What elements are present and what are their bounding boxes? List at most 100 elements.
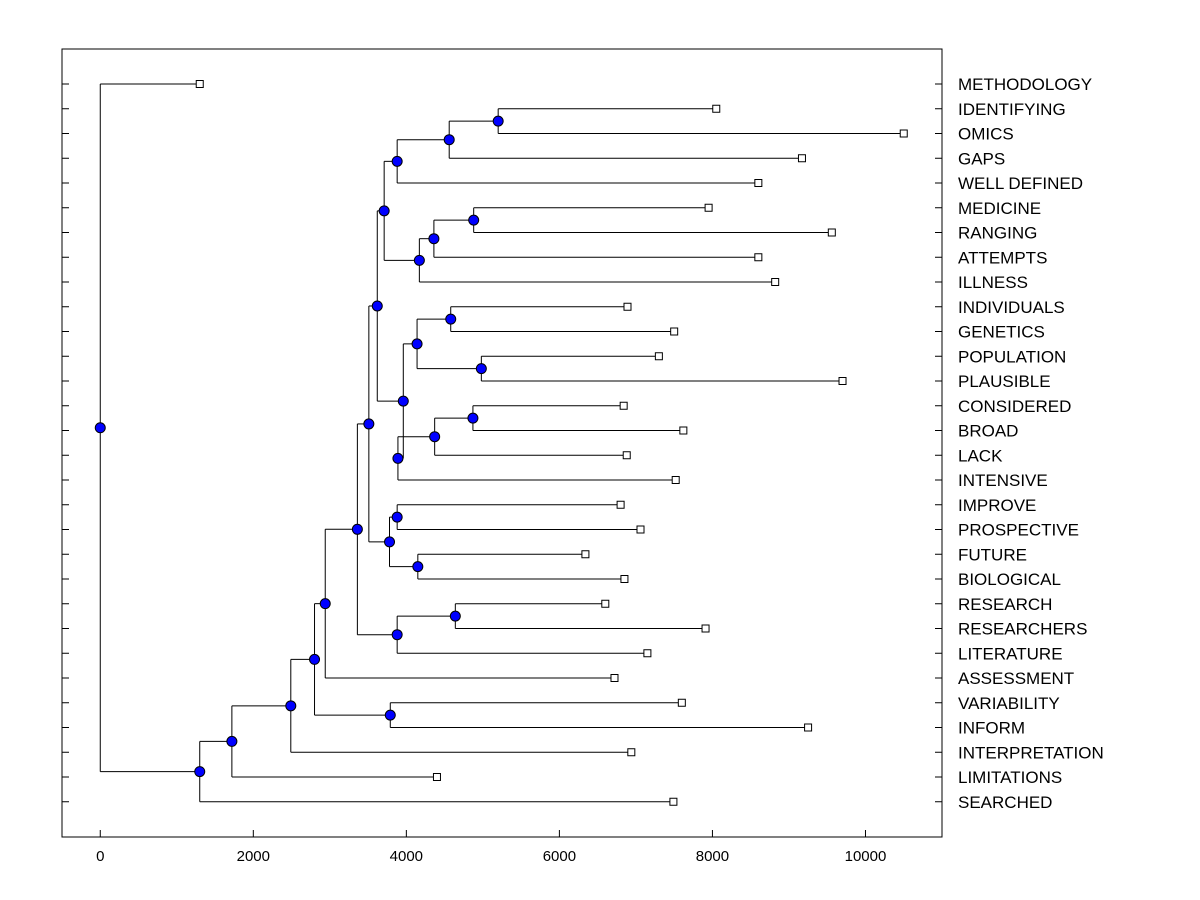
leaf-marker	[797, 154, 806, 163]
leaf-label: LACK	[958, 446, 1003, 465]
leaf-label: RESEARCH	[958, 595, 1052, 614]
merge-node	[392, 452, 404, 464]
leaf-label: IDENTIFYING	[958, 100, 1066, 119]
leaf-label: BROAD	[958, 422, 1018, 441]
leaf-label: ATTEMPTS	[958, 248, 1047, 267]
x-axis: 0 2000 4000 6000 8000 10000	[96, 830, 886, 865]
leaf-label: VARIABILITY	[958, 694, 1060, 713]
merge-node	[285, 700, 297, 712]
merge-node	[411, 338, 423, 350]
merge-node	[445, 313, 457, 325]
leaf-label: OMICS	[958, 125, 1014, 144]
merge-node	[384, 536, 396, 548]
merge-node	[449, 610, 461, 622]
branches	[99, 83, 904, 803]
leaf-label: BIOLOGICAL	[958, 570, 1061, 589]
leaf-label: CONSIDERED	[958, 397, 1071, 416]
leaf-marker	[827, 228, 836, 237]
x-tick-label: 8000	[696, 848, 729, 865]
merge-node	[413, 254, 425, 266]
leaf-marker	[654, 352, 663, 361]
leaf-marker	[432, 773, 441, 781]
leaf-label: IMPROVE	[958, 496, 1036, 515]
leaf-marker	[669, 797, 678, 806]
leaf-marker	[712, 104, 721, 113]
leaf-label: POPULATION	[958, 347, 1066, 366]
leaf-marker	[899, 129, 908, 138]
merge-node	[412, 561, 424, 573]
merge-node	[475, 363, 487, 375]
merge-node	[397, 395, 409, 407]
x-tick-label: 0	[96, 848, 104, 865]
leaf-label: INTENSIVE	[958, 471, 1048, 490]
merge-node	[309, 653, 321, 665]
leaf-label: SEARCHED	[958, 793, 1052, 812]
leaf-label: PROSPECTIVE	[958, 521, 1079, 540]
leaf-label: RESEARCHERS	[958, 620, 1087, 639]
leaf-marker	[627, 748, 636, 757]
leaf-marker	[623, 302, 632, 311]
leaf-marker	[622, 451, 631, 460]
leaf-label: RANGING	[958, 224, 1037, 243]
leaf-marker	[671, 476, 680, 484]
leaf-marker	[754, 179, 763, 187]
leaf-label: LIMITATIONS	[958, 768, 1062, 787]
x-tick-label: 4000	[390, 848, 423, 865]
merge-node	[94, 422, 106, 434]
leaf-marker	[616, 500, 625, 509]
leaf-label: INTERPRETATION	[958, 743, 1104, 762]
plot-frame	[61, 48, 943, 838]
x-tick-label: 2000	[237, 848, 270, 865]
leaf-labels: METHODOLOGY IDENTIFYING OMICS GAPS WELL DEFI…	[958, 75, 1104, 812]
merge-node	[467, 412, 479, 424]
merge-node	[428, 233, 440, 245]
merge-node	[371, 300, 383, 312]
leaf-marker	[704, 203, 713, 212]
merge-node	[363, 418, 375, 430]
leaf-marker	[620, 575, 629, 583]
merge-node	[468, 214, 480, 226]
leaf-marker	[636, 525, 645, 534]
leaf-markers	[195, 80, 908, 806]
leaf-marker	[619, 401, 628, 410]
merge-node	[391, 511, 403, 523]
leaf-label: WELL DEFINED	[958, 174, 1083, 193]
merge-node	[429, 431, 441, 443]
leaf-label: GAPS	[958, 149, 1005, 168]
leaf-marker	[670, 327, 679, 336]
merge-node	[194, 766, 206, 778]
leaf-marker	[679, 426, 688, 435]
leaf-label: ASSESSMENT	[958, 669, 1074, 688]
leaf-label: MEDICINE	[958, 199, 1041, 218]
merge-node	[443, 134, 455, 146]
leaf-marker	[771, 278, 780, 286]
leaf-label: FUTURE	[958, 545, 1027, 564]
x-tick-label: 6000	[543, 848, 576, 865]
leaf-marker	[195, 80, 204, 88]
leaf-marker	[838, 377, 847, 385]
x-tick-label: 10000	[845, 848, 887, 865]
leaf-marker	[754, 253, 763, 262]
leaf-label: LITERATURE	[958, 644, 1063, 663]
y-ticks	[62, 83, 942, 803]
leaf-marker	[601, 599, 610, 608]
leaf-marker	[804, 723, 813, 732]
merge-node	[319, 598, 331, 610]
leaf-marker	[677, 698, 686, 707]
merge-node	[226, 735, 238, 747]
leaf-label: INFORM	[958, 719, 1025, 738]
leaf-marker	[610, 674, 619, 682]
merge-nodes	[94, 115, 504, 778]
merge-node	[391, 155, 403, 167]
leaf-marker	[643, 649, 652, 658]
leaf-marker	[581, 550, 590, 559]
leaf-label: PLAUSIBLE	[958, 372, 1051, 391]
leaf-label: INDIVIDUALS	[958, 298, 1065, 317]
leaf-label: ILLNESS	[958, 273, 1028, 292]
merge-node	[384, 709, 396, 721]
leaf-label: GENETICS	[958, 323, 1045, 342]
merge-node	[351, 523, 363, 535]
leaf-marker	[701, 624, 710, 633]
merge-node	[391, 629, 403, 641]
